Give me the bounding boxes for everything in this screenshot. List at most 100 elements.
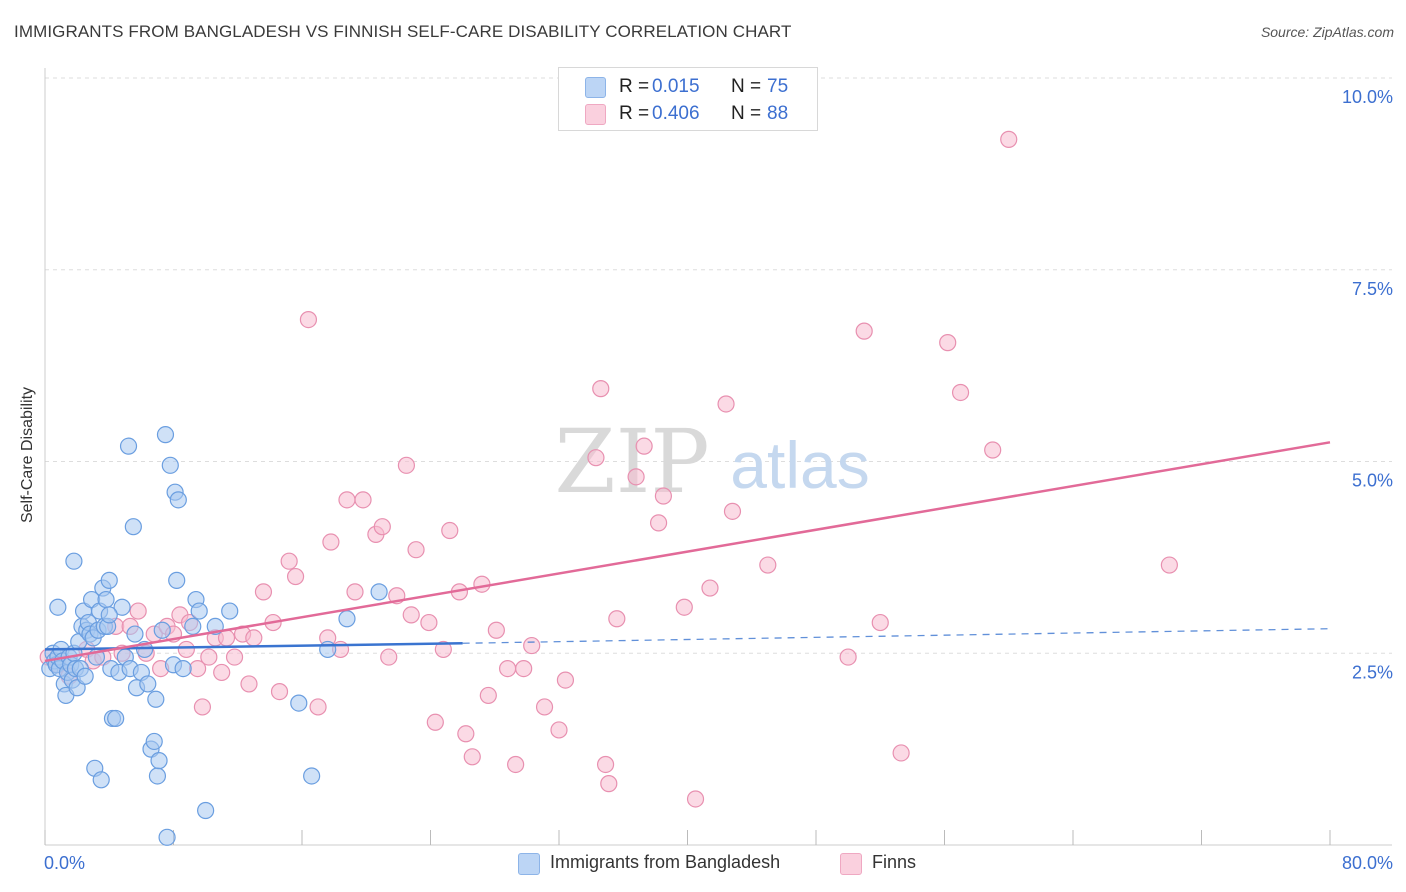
- bangladesh-point: [303, 767, 321, 785]
- finns-point: [397, 456, 416, 474]
- bangladesh-point: [100, 606, 118, 624]
- bangladesh-point: [169, 491, 187, 509]
- finns-point: [649, 514, 668, 532]
- finns-point: [635, 437, 653, 455]
- watermark-atlas: atlas: [730, 428, 869, 502]
- finns-point: [177, 640, 195, 659]
- finns-point: [380, 648, 398, 666]
- finns-point: [434, 640, 452, 659]
- y-tick-label: 10.0%: [1342, 87, 1393, 107]
- bangladesh-point: [97, 590, 115, 609]
- finns-point: [600, 775, 618, 793]
- bangladesh-point: [190, 602, 208, 620]
- r-label: R =: [619, 76, 650, 97]
- finns-point: [322, 533, 340, 551]
- bangladesh-point: [197, 801, 215, 820]
- bangladesh-point: [65, 552, 83, 570]
- finns-point: [193, 698, 212, 716]
- n-label: N =: [731, 76, 762, 97]
- finns-point: [225, 648, 244, 666]
- legend-label: Immigrants from Bangladesh: [550, 852, 781, 872]
- finns-point: [675, 598, 693, 616]
- finns-point: [457, 725, 475, 743]
- finns-point: [473, 575, 491, 593]
- finns-point: [402, 606, 420, 624]
- chart-title: IMMIGRANTS FROM BANGLADESH VS FINNISH SE…: [14, 22, 792, 41]
- bangladesh-point: [153, 621, 171, 639]
- finns-point: [515, 659, 533, 678]
- finns-point: [1000, 130, 1018, 148]
- finns-point: [759, 556, 777, 574]
- finns-point: [354, 491, 372, 509]
- bangladesh-point: [161, 456, 179, 474]
- n-value: 75: [767, 76, 789, 97]
- y-tick-label: 7.5%: [1352, 279, 1393, 299]
- tick-labels: 2.5% 5.0% 7.5% 10.0% 0.0% 80.0%: [44, 87, 1393, 873]
- bangladesh-point: [145, 732, 163, 751]
- finns-point: [871, 613, 889, 632]
- finns-point: [280, 552, 298, 570]
- finns-point: [299, 311, 318, 329]
- bangladesh-point: [76, 667, 94, 685]
- finns-point: [596, 755, 615, 774]
- y-tick-label: 2.5%: [1352, 662, 1393, 682]
- bangladesh-point: [370, 583, 388, 601]
- bangladesh-point: [184, 617, 202, 636]
- bangladesh-point: [92, 771, 110, 789]
- bangladesh-swatch: [518, 853, 540, 875]
- finns-point: [479, 686, 497, 705]
- finns-point: [213, 663, 231, 682]
- finns-point: [441, 521, 459, 540]
- bangladesh-point: [150, 752, 168, 770]
- bangladesh-point: [126, 625, 144, 643]
- finns-point: [463, 748, 481, 766]
- bangladesh-point: [49, 598, 67, 616]
- bangladesh-point: [148, 767, 167, 785]
- finns-point: [286, 567, 305, 586]
- legend-label: Finns: [872, 852, 917, 872]
- finns-point: [608, 610, 626, 628]
- finns-point: [200, 648, 218, 666]
- finns-point: [939, 334, 957, 352]
- bangladesh-point: [124, 518, 142, 536]
- r-value: 0.015: [652, 76, 700, 97]
- finns-point: [373, 518, 391, 536]
- finns-point: [523, 636, 541, 655]
- finns-point: [338, 491, 356, 509]
- axes: [44, 68, 1392, 846]
- finns-point: [240, 675, 258, 693]
- source-credit: Source: ZipAtlas.com: [1260, 24, 1394, 40]
- finns-point: [592, 380, 610, 398]
- bangladesh-point: [147, 690, 165, 708]
- finns-point: [855, 322, 873, 340]
- bangladesh-point: [119, 437, 138, 455]
- n-value: 88: [767, 103, 789, 124]
- finns-point: [245, 629, 263, 647]
- bangladesh-point: [221, 602, 239, 620]
- finns-point: [654, 487, 673, 505]
- finns-point: [627, 468, 645, 486]
- finns-point: [309, 698, 327, 716]
- finns-point: [1160, 556, 1178, 574]
- x-tick-label: 0.0%: [44, 853, 85, 873]
- r-value: 0.406: [652, 103, 700, 124]
- bangladesh-point: [107, 709, 125, 728]
- n-label: N =: [731, 103, 762, 124]
- bangladesh-point: [156, 426, 175, 444]
- stats-legend: R = 0.015 N = 75 R = 0.406 N = 88: [558, 67, 818, 131]
- finns-points: [39, 130, 1178, 808]
- bangladesh-swatch: [585, 77, 606, 98]
- finns-point: [984, 441, 1002, 459]
- finns-point: [407, 541, 425, 559]
- bangladesh-point: [290, 694, 308, 712]
- finns-point: [499, 659, 517, 678]
- finns-point: [556, 671, 575, 689]
- bangladesh-trend-dashed: [462, 628, 1331, 644]
- finns-point: [270, 682, 289, 701]
- finns-swatch: [840, 853, 862, 875]
- y-axis-label: Self-Care Disability: [19, 386, 36, 524]
- finns-point: [129, 602, 147, 620]
- bangladesh-point: [168, 571, 186, 589]
- watermark-zip: ZIP: [554, 410, 709, 513]
- finns-point: [587, 449, 605, 467]
